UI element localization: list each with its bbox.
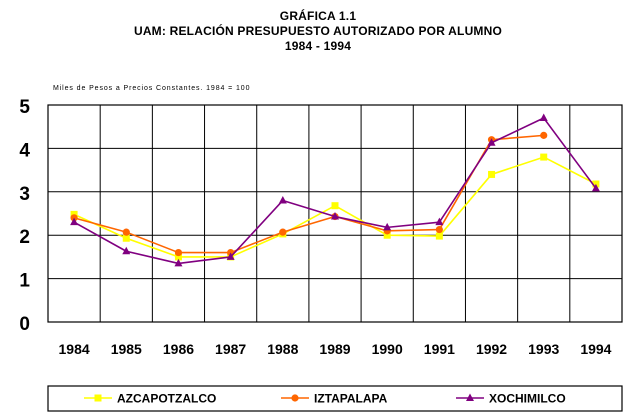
y-tick-label: 3 [19,184,30,205]
y-tick-label: 5 [19,97,30,118]
data-point-azcapotzalco [435,232,443,240]
x-tick-label: 1989 [319,341,350,357]
legend-label-iztapalapa: IZTAPALAPA [314,392,388,406]
chart-title-block: GRÁFICA 1.1 UAM: RELACIÓN PRESUPUESTO AU… [0,9,636,54]
chart-period: 1984 - 1994 [284,39,352,53]
x-tick-label: 1985 [111,341,142,357]
y-tick-label: 1 [19,271,30,292]
data-point-azcapotzalco [122,234,130,242]
chart-subtitle: UAM: RELACIÓN PRESUPUESTO AUTORIZADO POR… [133,24,503,38]
data-point-iztapalapa [540,131,548,139]
data-point-xochimilco [383,222,392,231]
data-point-iztapalapa [279,228,287,236]
data-point-azcapotzalco [383,231,391,239]
data-point-xochimilco [122,246,131,255]
data-point-xochimilco [487,138,496,146]
data-point-xochimilco [226,252,235,260]
x-tick-label: 1993 [528,341,559,357]
x-tick-label: 1992 [476,341,507,357]
data-point-xochimilco [278,195,287,204]
data-point-iztapalapa [174,248,183,257]
units-note: Miles de Pesos a Precios Constantes. 198… [53,85,250,92]
data-point-azcapotzalco [488,170,496,178]
data-point-xochimilco [70,217,79,226]
y-tick-label: 4 [19,140,30,161]
legend-box [47,385,623,412]
data-point-xochimilco [539,113,548,122]
data-point-xochimilco [331,212,339,220]
x-tick-label: 1994 [580,341,611,357]
legend: AZCAPOTZALCO IZTAPALAPA XOCHIMILCO [47,385,623,412]
data-point-azcapotzalco [540,153,548,161]
chart-title: GRÁFICA 1.1 [279,9,357,23]
legend-label-azcapotzalco: AZCAPOTZALCO [117,392,216,406]
x-tick-label: 1990 [372,341,403,357]
plot-area: 0 1 2 3 4 5 1984 1985 1986 1987 1988 1989 1990 1991 19… [19,97,623,357]
y-tick-label: 2 [19,227,30,248]
data-point-xochimilco [174,258,183,267]
x-tick-label: 1991 [424,341,455,357]
x-tick-label: 1984 [59,341,90,357]
legend-marker-azcapotzalco [94,394,102,402]
legend-label-xochimilco: XOCHIMILCO [489,392,566,406]
x-tick-label: 1987 [215,341,246,357]
legend-marker-xochimilco [466,393,474,401]
data-point-iztapalapa [435,225,443,234]
series-xochimilco [70,113,600,267]
data-point-azcapotzalco [174,253,182,261]
legend-marker-iztapalapa [291,394,299,402]
data-point-azcapotzalco [331,202,339,210]
data-point-xochimilco [591,183,600,192]
y-tick-label: 0 [19,314,30,335]
data-point-xochimilco [435,217,444,226]
series-line-iztapalapa [73,134,544,254]
x-tick-label: 1986 [163,341,194,357]
x-tick-label: 1988 [267,341,298,357]
data-point-iztapalapa [122,228,130,236]
